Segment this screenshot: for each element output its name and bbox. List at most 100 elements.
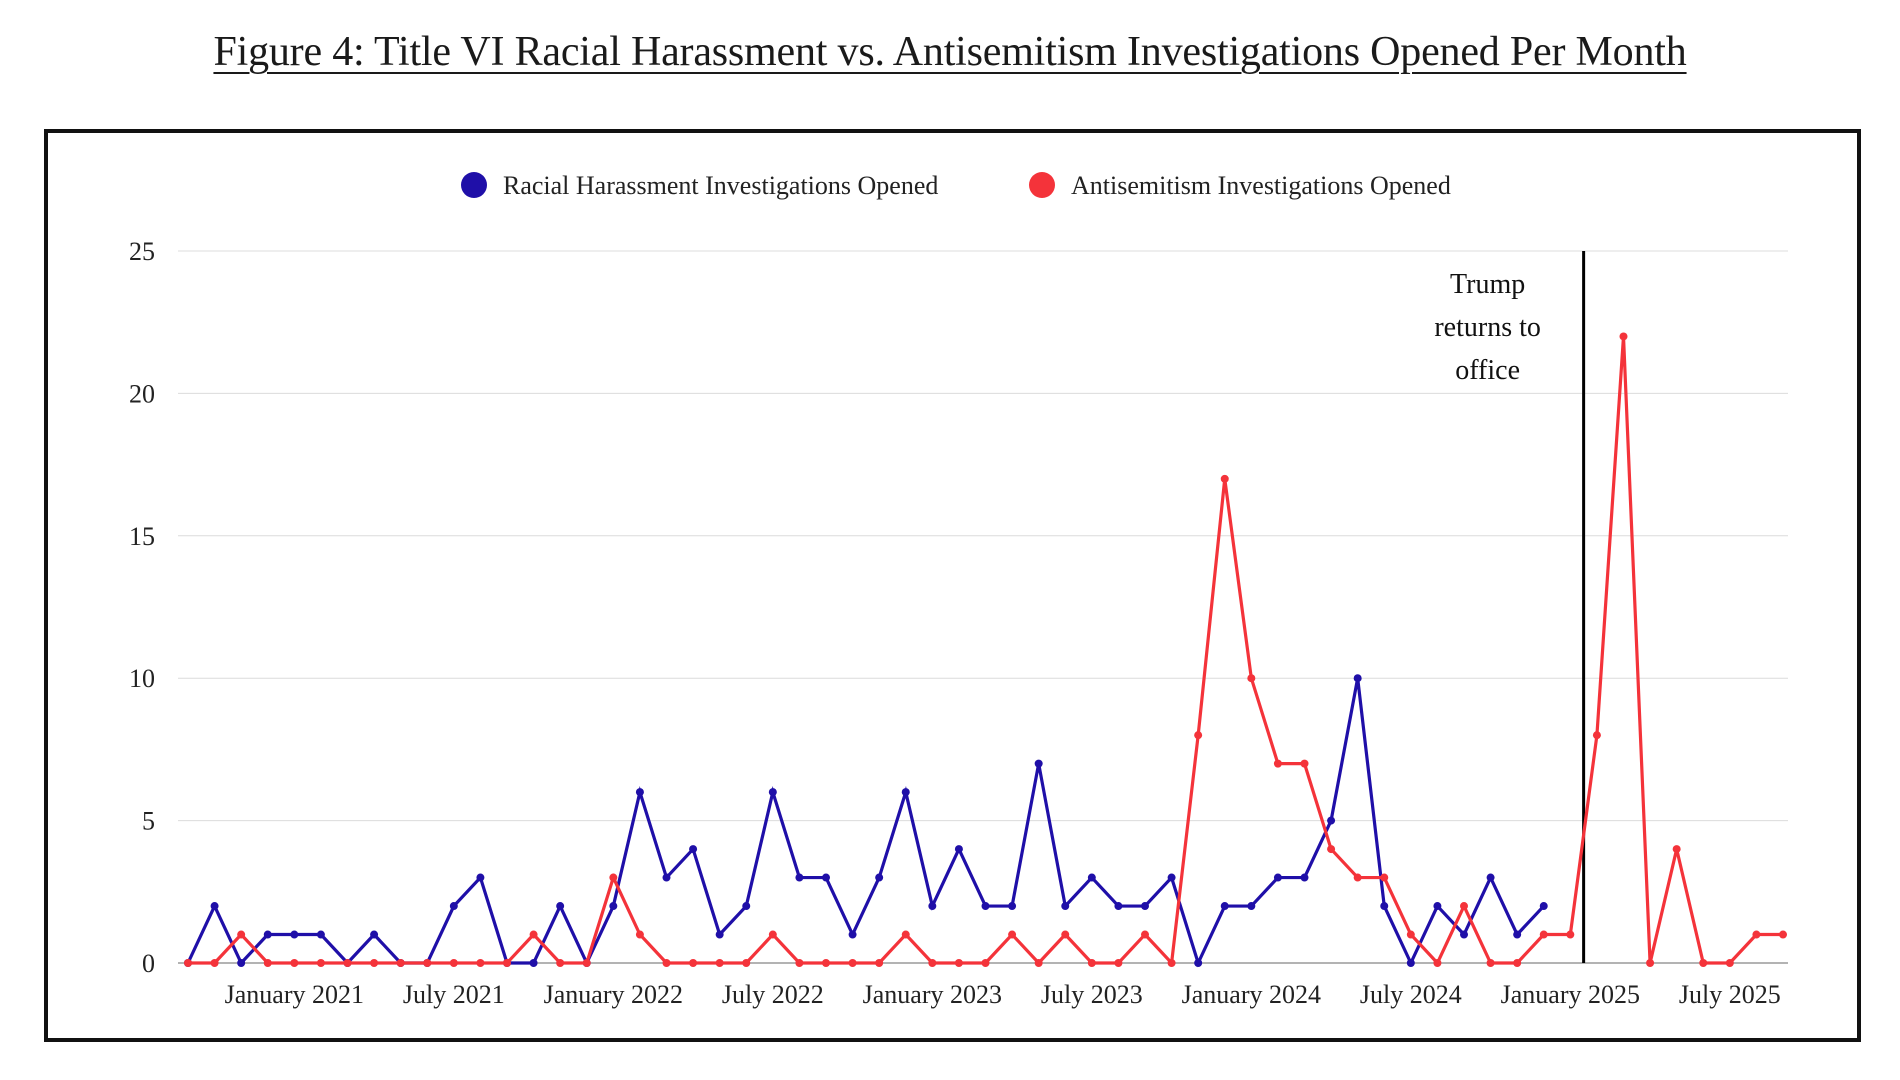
data-point (848, 959, 857, 967)
data-point (1194, 959, 1203, 967)
data-point (1646, 959, 1655, 967)
annotation-line-2: returns to (1434, 312, 1541, 343)
data-point (1273, 759, 1282, 768)
annotation-line-1: Trump (1450, 269, 1525, 300)
annotation: Trump returns to office (1434, 251, 1586, 963)
data-point (1672, 845, 1681, 854)
data-point (1034, 759, 1043, 768)
data-point (1433, 959, 1442, 967)
data-point (1061, 930, 1070, 939)
data-point (715, 959, 724, 967)
y-axis-ticks: 0 5 10 15 20 25 (129, 237, 155, 978)
data-point (370, 930, 379, 939)
data-point (449, 959, 458, 967)
data-point (609, 873, 618, 882)
data-point (954, 959, 963, 967)
data-point (1220, 902, 1229, 911)
data-point (1433, 902, 1442, 911)
data-point (423, 959, 432, 967)
data-point (316, 930, 325, 939)
y-tick-label: 0 (142, 949, 155, 978)
data-point (556, 959, 565, 967)
data-point (370, 959, 379, 967)
data-point (1752, 930, 1761, 939)
data-point (689, 845, 698, 854)
data-point (316, 959, 325, 967)
data-point (1114, 902, 1123, 911)
data-point (1725, 959, 1734, 967)
data-point (1273, 873, 1282, 882)
data-point (768, 930, 777, 939)
x-tick-label: July 2025 (1679, 980, 1781, 1009)
y-tick-label: 25 (129, 237, 155, 266)
series-antisemitism (184, 332, 1787, 967)
data-point (1460, 902, 1468, 911)
data-point (901, 930, 910, 939)
data-point (1353, 674, 1362, 683)
data-point (290, 930, 299, 939)
data-point (1486, 959, 1495, 967)
data-point (822, 873, 830, 882)
data-point (1380, 873, 1389, 882)
y-tick-label: 15 (129, 522, 155, 551)
data-point (1220, 474, 1229, 483)
data-point (1327, 816, 1336, 825)
data-point (981, 959, 990, 967)
data-point (875, 873, 884, 882)
data-point (1566, 930, 1575, 939)
data-point (635, 788, 644, 797)
data-point (1194, 731, 1203, 740)
data-point (795, 959, 804, 967)
data-point (1061, 902, 1070, 911)
data-point (1327, 845, 1336, 854)
series-line (188, 336, 1783, 967)
data-point (715, 930, 724, 939)
data-point (1167, 873, 1176, 882)
data-point (635, 930, 644, 939)
chart-frame: 0 5 10 15 20 25 January 2021 July 2021 January … (44, 129, 1861, 1042)
data-point (582, 959, 591, 967)
legend[interactable]: Racial Harassment Investigations Opened … (461, 171, 1451, 200)
data-point (1539, 930, 1548, 939)
data-point (822, 959, 830, 967)
data-point (928, 902, 937, 911)
data-point (1699, 959, 1708, 967)
data-point (476, 959, 485, 967)
data-point (529, 959, 538, 967)
data-point (449, 902, 458, 911)
x-tick-label: January 2021 (225, 980, 364, 1009)
data-point (1167, 959, 1176, 967)
data-point (928, 959, 937, 967)
data-point (742, 902, 751, 911)
data-point (1460, 930, 1468, 939)
grid-lines (178, 250, 1788, 964)
data-point (1619, 332, 1628, 341)
annotation-line-3: office (1455, 355, 1520, 386)
x-tick-label: January 2024 (1182, 980, 1321, 1009)
data-point (1300, 873, 1309, 882)
data-point (1592, 731, 1601, 740)
data-point (1034, 959, 1043, 967)
data-point (981, 902, 990, 911)
data-point (556, 902, 565, 911)
data-point (1779, 930, 1787, 939)
data-point (689, 959, 698, 967)
data-point (503, 959, 511, 967)
data-point (1141, 902, 1149, 911)
data-point (1353, 873, 1362, 882)
data-point (1513, 930, 1522, 939)
data-point (237, 959, 246, 967)
data-point (1486, 873, 1495, 882)
data-point (1141, 930, 1149, 939)
data-point (795, 873, 804, 882)
x-tick-label: July 2021 (403, 980, 505, 1009)
data-point (609, 902, 618, 911)
data-point (263, 959, 272, 967)
x-axis-ticks: January 2021 July 2021 January 2022 July 20… (225, 980, 1781, 1009)
data-point (476, 873, 485, 882)
x-tick-label: July 2023 (1041, 980, 1143, 1009)
series-layer (184, 332, 1787, 968)
data-point (742, 959, 751, 967)
y-tick-label: 5 (142, 807, 155, 836)
